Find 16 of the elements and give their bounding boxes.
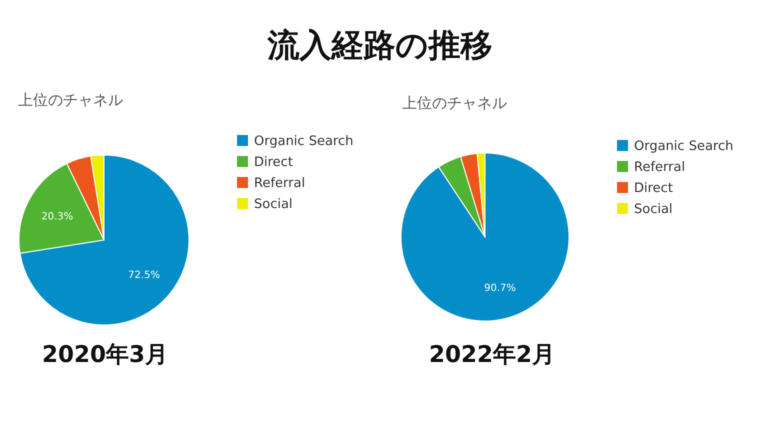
legend-label: Organic Search [254,134,354,149]
text: 流入経路の推移 [266,26,492,64]
legend-label: Organic Search [634,139,734,154]
legend-label: Social [254,197,293,212]
legend-label: Direct [634,181,673,196]
text: 2022年2月 [428,342,556,368]
data-label: 90.7% [484,282,516,294]
data-label: 72.5% [128,270,160,282]
text: 2020年3月 [42,342,168,368]
legend-label: Referral [254,176,306,191]
legend-label: Referral [634,160,686,175]
chart-title: 上位のチャネル [18,91,123,109]
legend-label: Direct [254,155,293,170]
chart-title: 上位のチャネル [402,94,507,112]
data-label: 20.3% [41,212,74,223]
legend-label: Social [634,202,673,217]
